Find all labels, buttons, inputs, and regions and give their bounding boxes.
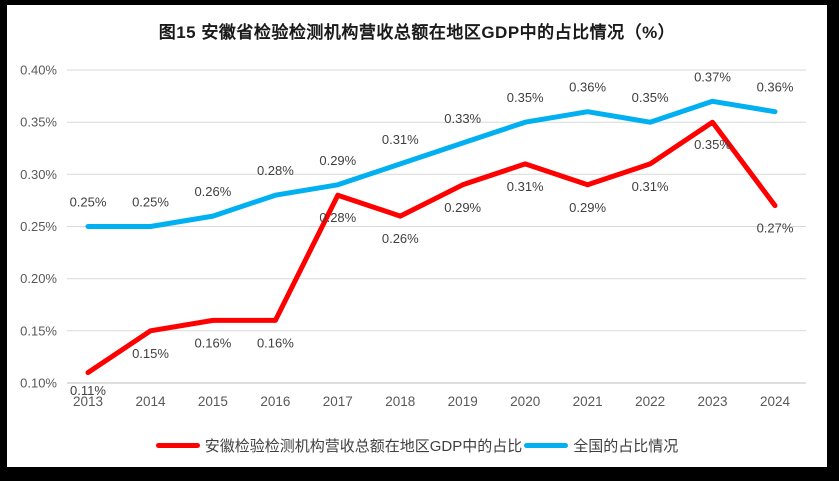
national-series-line: [85, 98, 778, 229]
data-label: 0.35%: [694, 137, 731, 152]
x-axis-tick-label: 2020: [510, 394, 540, 409]
x-axis-tick-label: 2015: [198, 394, 228, 409]
data-label: 0.27%: [757, 221, 794, 236]
data-label: 0.25%: [70, 195, 107, 210]
anhui-series-label: 安徽检验检测机构营收总额在地区GDP中的占比: [204, 438, 523, 455]
data-label: 0.16%: [257, 335, 294, 350]
data-label: 0.26%: [194, 184, 231, 199]
x-axis-tick-label: 2021: [573, 394, 603, 409]
data-label: 0.11%: [70, 383, 106, 398]
data-label: 0.31%: [632, 179, 669, 194]
data-label: 0.33%: [444, 111, 481, 126]
data-label: 0.16%: [194, 335, 231, 350]
national-series-label: 全国的占比情况: [573, 438, 679, 455]
legend-item-anhui: 安徽检验检测机构营收总额在地区GDP中的占比: [155, 435, 523, 456]
line-chart: 0.10% 0.15% 0.20% 0.25% 0.30% 0.35% 0.40% 2013 2…: [20, 63, 806, 409]
data-label: 0.29%: [444, 200, 481, 215]
anhui-series-line: [85, 119, 778, 376]
y-axis-tick-label: 0.10%: [20, 376, 57, 391]
data-label: 0.36%: [757, 80, 794, 95]
national-series-swatch: [524, 443, 569, 448]
x-axis-tick-label: 2017: [323, 394, 353, 409]
data-label: 0.36%: [569, 80, 606, 95]
y-axis-tick-label: 0.40%: [20, 63, 57, 78]
chart-page: 图15 安徽省检验检测机构营收总额在地区GDP中的占比情况（%） 0.10% 0.…: [7, 5, 827, 467]
x-axis-tick-label: 2022: [635, 394, 665, 409]
chart-legend: 安徽检验检测机构营收总额在地区GDP中的占比 全国的占比情况: [7, 435, 827, 456]
anhui-series-swatch: [155, 443, 200, 448]
data-label: 0.31%: [507, 179, 544, 194]
data-label: 0.35%: [632, 90, 669, 105]
y-axis-tick-label: 0.30%: [20, 167, 57, 182]
x-axis-tick-label: 2018: [385, 394, 415, 409]
data-label: 0.28%: [257, 163, 294, 178]
x-axis-tick-label: 2023: [697, 394, 727, 409]
x-axis-tick-label: 2014: [135, 394, 166, 409]
y-axis-tick-label: 0.35%: [20, 115, 57, 130]
y-axis-tick-label: 0.15%: [20, 323, 57, 338]
data-label: 0.29%: [569, 200, 606, 215]
chart-title: 图15 安徽省检验检测机构营收总额在地区GDP中的占比情况（%）: [158, 23, 676, 42]
y-axis-tick-label: 0.20%: [20, 271, 57, 286]
data-label: 0.28%: [319, 210, 356, 225]
data-label: 0.26%: [382, 231, 419, 246]
data-label: 0.37%: [694, 69, 731, 84]
data-label: 0.35%: [507, 90, 544, 105]
data-label: 0.25%: [132, 195, 169, 210]
x-axis-tick-label: 2019: [448, 394, 478, 409]
legend-item-national: 全国的占比情况: [524, 435, 678, 456]
x-axis-tick-label: 2024: [760, 394, 791, 409]
data-label: 0.31%: [382, 132, 419, 147]
x-axis-tick-label: 2013: [73, 394, 103, 409]
y-axis-tick-label: 0.25%: [20, 219, 57, 234]
data-label: 0.15%: [132, 346, 169, 361]
x-axis-tick-label: 2016: [260, 394, 290, 409]
data-label: 0.29%: [319, 153, 356, 168]
